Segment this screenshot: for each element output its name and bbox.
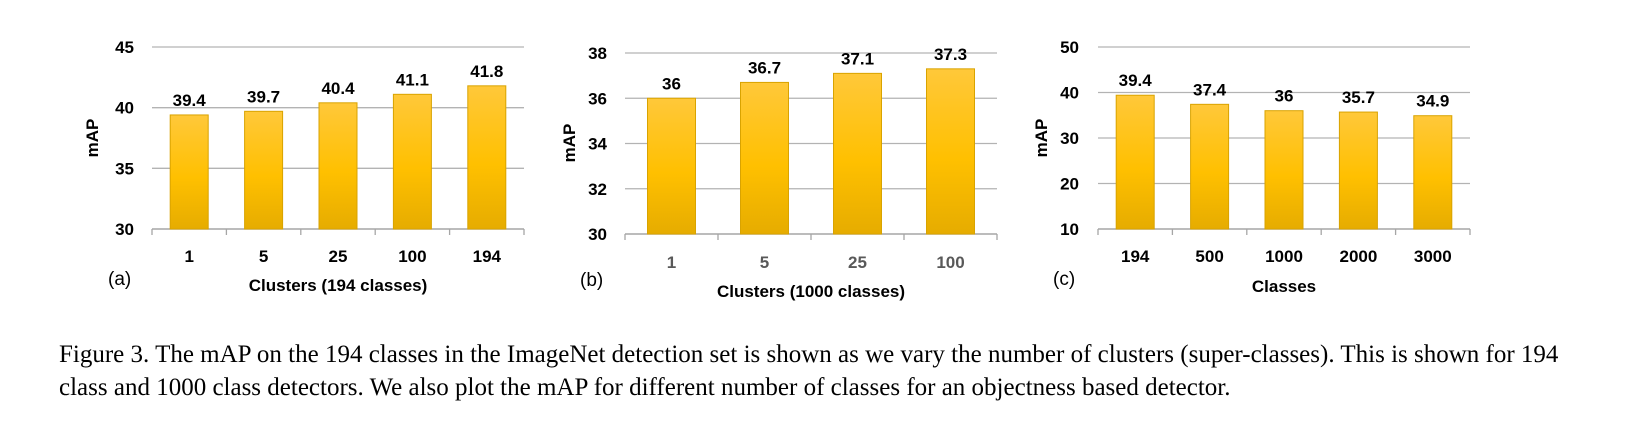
x-tick-label: 1 <box>184 247 193 266</box>
data-label: 34.9 <box>1416 92 1449 111</box>
y-tick-label: 32 <box>588 180 607 199</box>
data-label: 36.7 <box>748 58 781 77</box>
x-tick-label: 194 <box>473 247 502 266</box>
x-axis-label: Classes <box>1252 277 1316 296</box>
x-tick-label: 1000 <box>1265 247 1303 266</box>
y-tick-label: 20 <box>1060 175 1079 194</box>
y-tick-label: 30 <box>588 225 607 244</box>
y-tick-label: 40 <box>115 99 134 118</box>
x-tick-label: 1 <box>667 253 676 272</box>
x-tick-label: 194 <box>1121 247 1150 266</box>
bar <box>740 81 789 235</box>
y-tick-label: 35 <box>115 159 134 178</box>
data-label: 41.1 <box>396 70 429 89</box>
x-tick-label: 3000 <box>1414 247 1452 266</box>
data-label: 36 <box>662 74 681 93</box>
bar <box>467 85 507 230</box>
x-tick-label: 100 <box>398 247 426 266</box>
x-tick-label: 2000 <box>1339 247 1377 266</box>
bar <box>318 102 358 230</box>
bar <box>833 72 882 235</box>
y-tick-label: 38 <box>588 44 607 63</box>
bar <box>392 93 432 230</box>
y-tick-label: 10 <box>1060 220 1079 239</box>
bar <box>1115 94 1155 230</box>
y-axis-label: mAP <box>560 124 579 163</box>
x-tick-label: 5 <box>259 247 268 266</box>
bar <box>1190 103 1230 230</box>
x-tick-label: 5 <box>760 253 769 272</box>
y-tick-label: 30 <box>1060 129 1079 148</box>
bar <box>1338 111 1378 230</box>
y-tick-label: 30 <box>115 220 134 239</box>
figure-caption: Figure 3. The mAP on the 194 classes in … <box>59 341 1559 401</box>
data-label: 37.4 <box>1193 80 1227 99</box>
bar <box>647 97 696 235</box>
bar <box>1264 110 1304 230</box>
data-label: 37.3 <box>934 45 967 64</box>
data-label: 37.1 <box>841 49 874 68</box>
y-tick-label: 34 <box>588 135 607 154</box>
x-tick-label: 25 <box>329 247 348 266</box>
y-tick-label: 45 <box>115 38 134 57</box>
data-label: 39.4 <box>173 91 207 110</box>
y-tick-label: 40 <box>1060 84 1079 103</box>
data-label: 40.4 <box>321 79 355 98</box>
data-label: 39.7 <box>247 87 280 106</box>
x-axis-label: Clusters (194 classes) <box>249 276 428 295</box>
x-tick-label: 100 <box>936 253 964 272</box>
bar <box>926 68 975 235</box>
y-axis-label: mAP <box>1032 119 1051 158</box>
data-label: 41.8 <box>470 62 503 81</box>
y-tick-label: 36 <box>588 89 607 108</box>
panel-label: (b) <box>580 270 603 291</box>
data-label: 39.4 <box>1119 71 1153 90</box>
y-tick-label: 50 <box>1060 38 1079 57</box>
bar <box>169 114 209 230</box>
panel-label: (c) <box>1053 269 1075 290</box>
data-label: 35.7 <box>1342 88 1375 107</box>
y-axis-label: mAP <box>83 119 102 158</box>
x-axis-label: Clusters (1000 classes) <box>717 282 905 301</box>
x-tick-label: 25 <box>848 253 867 272</box>
bar <box>1413 115 1453 230</box>
figure-charts: 30 35 40 45 39.4 1 39.7 5 40.4 25 41.1 100 41.8 194 mA… <box>83 38 1471 301</box>
panel-label: (a) <box>108 269 131 290</box>
bar <box>244 110 284 230</box>
x-tick-label: 500 <box>1195 247 1223 266</box>
data-label: 36 <box>1275 87 1294 106</box>
